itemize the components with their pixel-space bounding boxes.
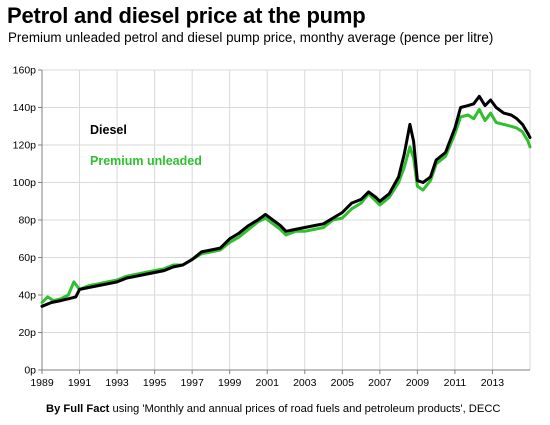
x-tick-label: 2003 bbox=[293, 377, 317, 389]
y-tick-label: 80p bbox=[18, 215, 36, 227]
y-tick-label: 120p bbox=[13, 140, 37, 152]
x-tick-label: 1997 bbox=[180, 377, 204, 389]
x-tick-label: 1989 bbox=[30, 377, 54, 389]
source-author: By Full Fact bbox=[46, 403, 110, 415]
chart-subtitle: Premium unleaded petrol and diesel pump … bbox=[8, 30, 494, 45]
x-tick-label: 2009 bbox=[406, 377, 430, 389]
x-tick-label: 2005 bbox=[331, 377, 355, 389]
x-tick-label: 1999 bbox=[218, 377, 242, 389]
x-tick-label: 2001 bbox=[256, 377, 280, 389]
source-note: By Full Fact using 'Monthly and annual p… bbox=[46, 403, 500, 415]
y-tick-label: 60p bbox=[18, 252, 36, 264]
y-tick-label: 20p bbox=[18, 327, 36, 339]
petrol-series-line bbox=[40, 107, 532, 304]
diesel-series-line bbox=[40, 94, 532, 308]
y-tick-label: 140p bbox=[13, 102, 37, 114]
x-tick-label: 1993 bbox=[105, 377, 129, 389]
x-tick-label: 1991 bbox=[68, 377, 92, 389]
axes: 0p 20p 40p 60p 80p 100p 120p 140p 160p 1989 1991 19… bbox=[13, 65, 530, 389]
x-tick-label: 2013 bbox=[481, 377, 505, 389]
x-tick-label: 1995 bbox=[143, 377, 167, 389]
source-text: using 'Monthly and annual prices of road… bbox=[109, 403, 501, 415]
series-group bbox=[40, 94, 532, 308]
y-tick-label: 100p bbox=[13, 177, 37, 189]
legend-diesel: Diesel bbox=[90, 123, 127, 137]
x-tick-label: 2011 bbox=[444, 377, 467, 389]
legend: Diesel Premium unleaded bbox=[90, 123, 202, 168]
y-tick-label: 160p bbox=[13, 65, 37, 77]
line-chart: 0p 20p 40p 60p 80p 100p 120p 140p 160p 1989 1991 19… bbox=[13, 65, 532, 389]
legend-petrol: Premium unleaded bbox=[90, 154, 202, 168]
y-tick-label: 0p bbox=[24, 365, 36, 377]
x-tick-label: 2007 bbox=[368, 377, 392, 389]
chart-title: Petrol and diesel price at the pump bbox=[7, 3, 366, 28]
gridlines bbox=[42, 69, 531, 370]
y-tick-label: 40p bbox=[18, 290, 36, 302]
